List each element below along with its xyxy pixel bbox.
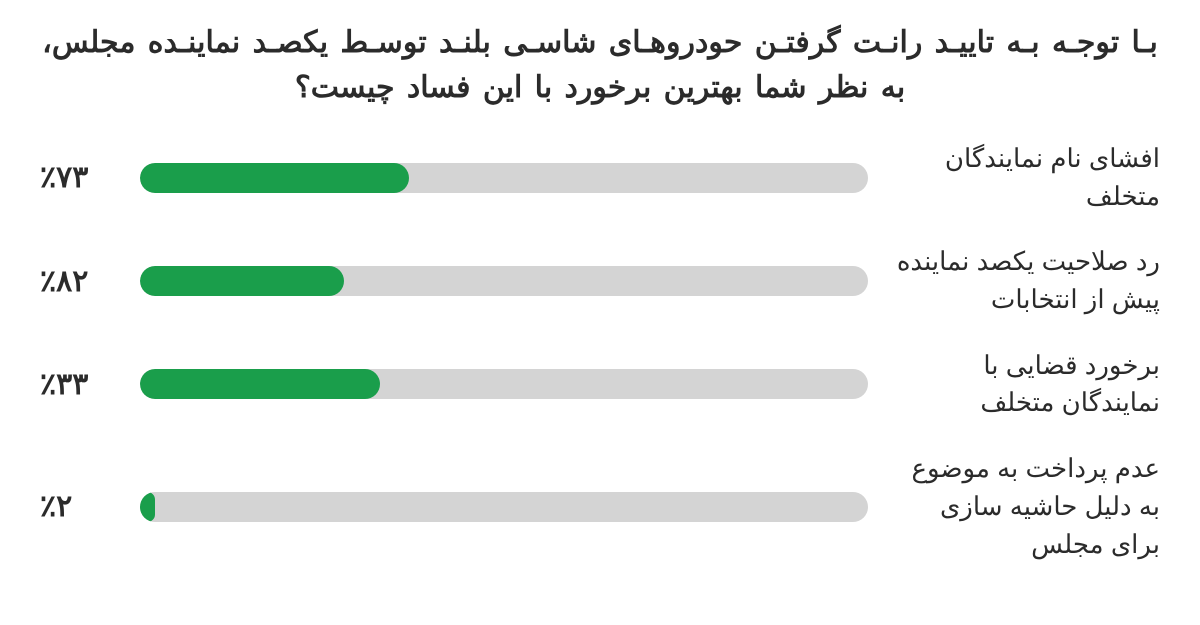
poll-option: افشای نام نمایندگان متخلف ۳۷٪	[40, 140, 1160, 215]
bar-wrap: ۲٪	[40, 489, 868, 524]
poll-options: افشای نام نمایندگان متخلف ۳۷٪ رد صلاحیت …	[40, 140, 1160, 563]
option-percent: ۳۳٪	[40, 367, 122, 402]
bar-wrap: ۳۷٪	[40, 160, 868, 195]
bar-fill	[140, 492, 155, 522]
option-label: برخورد قضایی با نمایندگان متخلف	[890, 347, 1160, 422]
bar-fill	[140, 369, 380, 399]
bar-track	[140, 492, 868, 522]
bar-wrap: ۲۸٪	[40, 264, 868, 299]
poll-option: برخورد قضایی با نمایندگان متخلف ۳۳٪	[40, 347, 1160, 422]
bar-wrap: ۳۳٪	[40, 367, 868, 402]
poll-title: بـا توجـه بـه تاییـد رانـت گرفتـن حودروه…	[40, 20, 1160, 110]
option-label: رد صلاحیت یکصد نماینده پیش از انتخابات	[890, 243, 1160, 318]
bar-fill	[140, 163, 409, 193]
option-percent: ۲٪	[40, 489, 122, 524]
option-label: عدم پرداخت به موضوع به دلیل حاشیه سازی ب…	[890, 450, 1160, 563]
bar-track	[140, 369, 868, 399]
poll-option: عدم پرداخت به موضوع به دلیل حاشیه سازی ب…	[40, 450, 1160, 563]
bar-fill	[140, 266, 344, 296]
poll-option: رد صلاحیت یکصد نماینده پیش از انتخابات ۲…	[40, 243, 1160, 318]
bar-track	[140, 163, 868, 193]
option-label: افشای نام نمایندگان متخلف	[890, 140, 1160, 215]
option-percent: ۲۸٪	[40, 264, 122, 299]
option-percent: ۳۷٪	[40, 160, 122, 195]
bar-track	[140, 266, 868, 296]
